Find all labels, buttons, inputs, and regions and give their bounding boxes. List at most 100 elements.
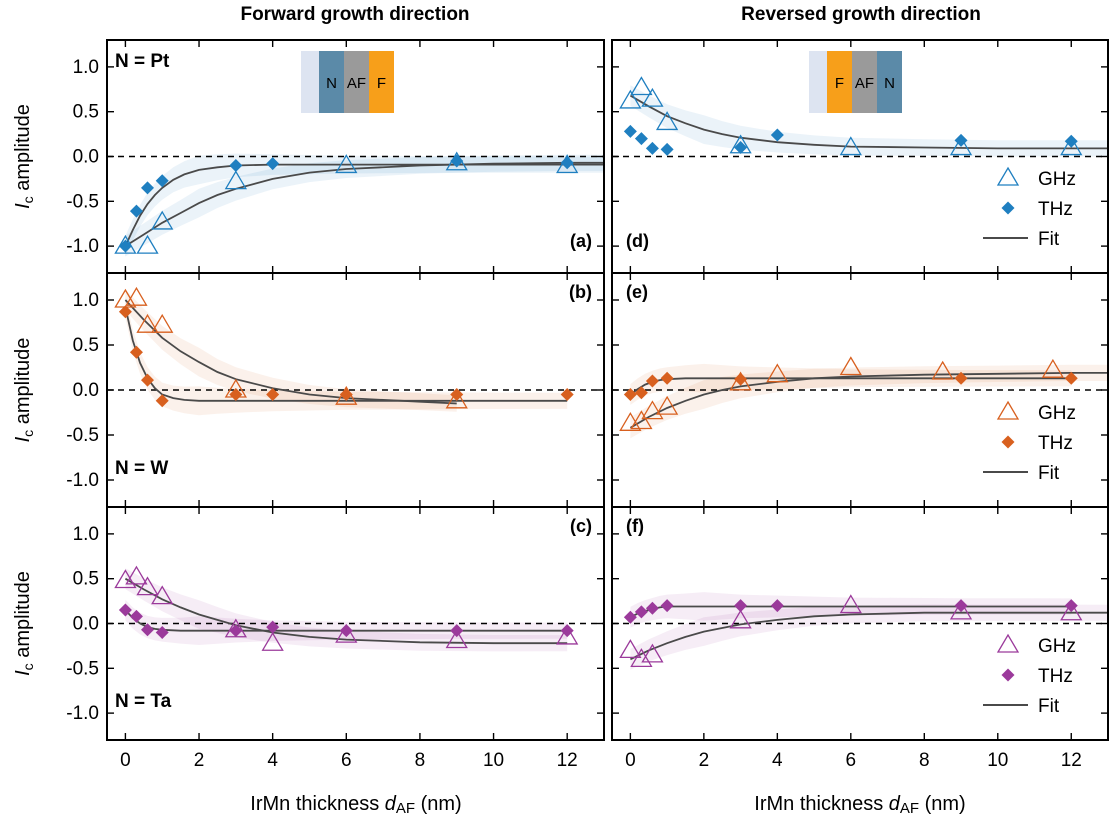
thz-point [660, 371, 674, 385]
y-tick-label: -1.0 [66, 236, 99, 257]
thz-point [954, 599, 968, 613]
y-tick-label: -0.5 [66, 191, 99, 212]
legend-ghz-label: GHz [1038, 169, 1076, 190]
panel-label: (b) [569, 282, 592, 302]
thz-point [623, 388, 637, 401]
thz-point [560, 388, 574, 401]
stack-layer-label: AF [855, 75, 874, 92]
stack-layer [344, 51, 369, 113]
confidence-band [125, 289, 457, 412]
x-tick-label: 10 [483, 750, 504, 771]
ghz-point [1041, 358, 1065, 378]
ghz-point [619, 639, 642, 659]
ghz-point [261, 631, 284, 651]
thz-point [118, 239, 132, 253]
y-tick-label: 0.0 [73, 614, 99, 635]
ghz-point [641, 87, 664, 107]
stack-layer-label: N [326, 75, 337, 92]
x-tick-label: 4 [267, 750, 278, 771]
thz-point [229, 158, 243, 172]
ghz-point [224, 170, 247, 190]
stack-layer [852, 51, 877, 113]
material-label: N = W [115, 458, 168, 479]
ghz-point [114, 569, 137, 589]
y-tick-label: 0.5 [73, 335, 99, 356]
legend-fit-label: Fit [1038, 229, 1060, 250]
legend-thz-label: THz [1038, 433, 1073, 454]
thz-point [734, 372, 748, 386]
thz-point [129, 345, 143, 359]
x-tick-label: 2 [699, 750, 710, 771]
ghz-point [136, 313, 159, 333]
x-tick-label: 4 [772, 750, 783, 771]
thz-point [266, 157, 280, 171]
panel-label: (d) [626, 231, 649, 251]
column-title-forward: Forward growth direction [240, 4, 469, 25]
thz-point [118, 603, 132, 617]
stack-forward: N AF F [301, 51, 394, 113]
ghz-point [641, 400, 664, 420]
legend: GHz THz Fit [983, 400, 1076, 484]
thz-point [140, 623, 154, 637]
legend: GHz THz Fit [983, 166, 1076, 250]
thz-point [734, 141, 748, 155]
ghz-point [136, 576, 159, 596]
thz-point [634, 132, 648, 146]
thz-point [450, 154, 464, 168]
ghz-point [839, 136, 862, 156]
ghz-point [556, 625, 579, 645]
legend-thz-marker [1001, 201, 1015, 215]
confidence-band [125, 296, 568, 416]
stack-layer-label: F [377, 75, 386, 92]
thz-point [266, 620, 280, 634]
ghz-point [839, 356, 862, 376]
legend-thz-label: THz [1038, 199, 1073, 220]
legend-ghz-label: GHz [1038, 403, 1076, 424]
x-tick-label: 8 [415, 750, 426, 771]
ghz-point [766, 363, 789, 383]
thz-point [660, 142, 674, 156]
legend-thz-marker [1001, 668, 1015, 682]
x-axis-label: IrMn thickness dAF (nm) [754, 793, 965, 817]
column-title-reversed: Reversed growth direction [741, 4, 981, 25]
y-tick-label: -1.0 [66, 470, 99, 491]
thz-point [140, 181, 154, 195]
stack-layer [369, 51, 394, 113]
thz-point [634, 386, 648, 400]
legend-fit-label: Fit [1038, 696, 1060, 717]
thz-point [954, 371, 968, 385]
ghz-point [151, 585, 174, 605]
ghz-point [1060, 601, 1083, 621]
y-axis-label: Ic amplitude [12, 104, 36, 209]
thz-point [1064, 371, 1078, 385]
thz-point [954, 133, 968, 147]
thz-point [229, 388, 243, 401]
panel-d: (d) GHz THz Fit [611, 39, 1109, 274]
ghz-point [151, 313, 174, 333]
thz-point [229, 624, 243, 638]
legend-ghz-marker [996, 166, 1020, 186]
y-tick-label: 0.5 [73, 102, 99, 123]
thz-point [634, 605, 648, 619]
ghz-point [335, 623, 358, 643]
thz-point [450, 388, 464, 401]
fit-curve [630, 611, 1108, 661]
plot-area [612, 592, 1108, 670]
thz-point [623, 610, 637, 624]
ghz-point [729, 371, 752, 391]
legend-thz-label: THz [1038, 666, 1073, 687]
confidence-band [125, 154, 604, 257]
ghz-point [335, 154, 358, 174]
x-tick-label: 10 [987, 750, 1008, 771]
ghz-point [630, 76, 653, 96]
y-tick-label: -0.5 [66, 425, 99, 446]
thz-point [155, 394, 169, 408]
legend-ghz-marker [996, 633, 1020, 653]
confidence-band [630, 364, 1108, 439]
fit-curve [629, 377, 1072, 396]
ghz-point [619, 89, 642, 109]
stack-reversed: F AF N [809, 51, 902, 113]
thz-point [1064, 134, 1078, 148]
y-tick-label: 1.0 [73, 57, 99, 78]
stack-layer-label: F [835, 75, 844, 92]
